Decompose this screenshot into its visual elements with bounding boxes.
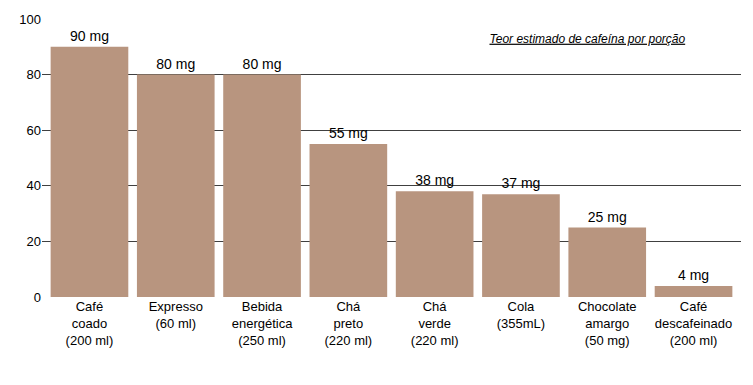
svg-text:Cháverde(220 ml): Cháverde(220 ml) — [411, 299, 459, 348]
svg-text:0: 0 — [34, 290, 41, 305]
svg-text:Chocolateamargo(50 mg): Chocolateamargo(50 mg) — [578, 299, 637, 348]
svg-text:80 mg: 80 mg — [156, 56, 195, 72]
svg-text:20: 20 — [27, 234, 41, 249]
svg-text:4 mg: 4 mg — [678, 267, 709, 283]
svg-text:Expresso(60 ml): Expresso(60 ml) — [149, 299, 203, 331]
svg-text:100: 100 — [19, 12, 41, 27]
svg-text:Cafédescafeinado(200 ml): Cafédescafeinado(200 ml) — [655, 299, 732, 348]
svg-text:80: 80 — [27, 67, 41, 82]
svg-text:90 mg: 90 mg — [70, 28, 109, 44]
svg-text:55 mg: 55 mg — [329, 125, 368, 141]
svg-text:25 mg: 25 mg — [588, 209, 627, 225]
svg-text:Teor estimado de cafeína por p: Teor estimado de cafeína por porção — [489, 32, 685, 46]
svg-text:40: 40 — [27, 178, 41, 193]
svg-text:37 mg: 37 mg — [501, 175, 540, 191]
svg-text:Cafécoado(200 ml): Cafécoado(200 ml) — [66, 299, 114, 348]
svg-text:Cola(355mL): Cola(355mL) — [497, 299, 545, 331]
svg-text:80 mg: 80 mg — [243, 56, 282, 72]
svg-text:Chápreto(220 ml): Chápreto(220 ml) — [325, 299, 373, 348]
svg-text:60: 60 — [27, 123, 41, 138]
svg-text:38 mg: 38 mg — [415, 172, 454, 188]
svg-text:Bebidaenergética(250 ml): Bebidaenergética(250 ml) — [232, 299, 293, 348]
